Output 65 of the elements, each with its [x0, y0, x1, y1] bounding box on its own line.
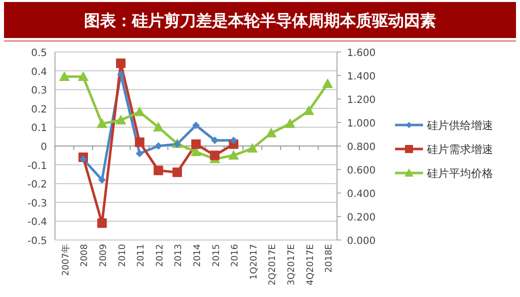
point: [134, 137, 144, 147]
point: [97, 218, 107, 228]
point: [98, 176, 106, 184]
x-tick-label: 2012: [155, 244, 166, 267]
x-tick-label: 4Q2017E: [306, 244, 316, 286]
y-tick-label: 0.3: [31, 86, 47, 97]
y-tick-label: 0.4: [31, 66, 47, 78]
x-tick-label: 1Q2017: [249, 244, 260, 280]
y-tick-label: -0.1: [27, 160, 47, 172]
point: [304, 106, 314, 115]
x-tick-label: 2007年: [60, 244, 72, 276]
x-tick-label: 2014: [193, 244, 203, 267]
x-tick-label: 2016: [230, 244, 241, 267]
x-tick-label: 2011: [136, 244, 147, 267]
point: [96, 118, 108, 128]
point: [79, 155, 87, 163]
y2-tick-label: 0.800: [347, 142, 376, 153]
x-tick-label: 2008: [80, 244, 90, 267]
point: [136, 150, 144, 158]
y2-tick-label: 0.000: [347, 236, 376, 247]
y-tick-label: -0.5: [27, 236, 47, 247]
point: [154, 142, 162, 150]
y-tick-label: 0.2: [31, 104, 47, 116]
point: [191, 139, 201, 149]
point: [116, 114, 126, 124]
y2-tick-label: 1.600: [347, 48, 376, 59]
x-tick-label: 2010: [118, 244, 128, 267]
y2-tick-label: 1.000: [347, 118, 376, 130]
x-tick-label: 2018E: [324, 244, 335, 273]
x-tick-label: 2009: [99, 244, 109, 267]
point: [117, 70, 125, 78]
y-tick-label: -0.3: [27, 198, 47, 210]
x-tick-label: 2Q2017E: [268, 244, 278, 286]
y-tick-label: -0.4: [27, 217, 47, 228]
legend-label: 硅片平均价格: [426, 167, 493, 180]
point: [266, 128, 276, 138]
point: [134, 106, 145, 116]
y-tick-label: -0.2: [27, 180, 47, 191]
y-tick-label: 0.5: [31, 48, 47, 59]
legend-label: 硅片需求增速: [426, 143, 493, 156]
x-tick-label: 2013: [174, 244, 184, 267]
point: [210, 150, 220, 160]
point: [172, 168, 182, 178]
point: [59, 71, 70, 81]
point: [284, 118, 296, 128]
y2-tick-label: 0.200: [347, 212, 376, 224]
point: [154, 166, 164, 176]
x-tick-label: 3Q2017E: [287, 244, 297, 286]
point: [247, 143, 258, 153]
y2-tick-label: 0.600: [347, 166, 376, 176]
y2-tick-label: 1.400: [347, 72, 376, 82]
y2-tick-label: 1.200: [347, 95, 376, 106]
point: [322, 78, 333, 88]
x-tick-label: 2015: [212, 244, 222, 267]
point: [228, 150, 239, 160]
y-tick-label: 0.1: [31, 123, 47, 134]
point: [78, 71, 88, 81]
point: [116, 58, 126, 68]
title: 图表：硅片剪刀差是本轮半导体周期本质驱动因素: [84, 11, 436, 30]
y2-tick-label: 0.400: [347, 189, 376, 200]
legend-label: 硅片供给增速: [426, 119, 493, 132]
point: [230, 136, 238, 144]
y-tick-label: 0: [40, 142, 47, 153]
point: [192, 122, 200, 130]
point: [153, 122, 164, 132]
